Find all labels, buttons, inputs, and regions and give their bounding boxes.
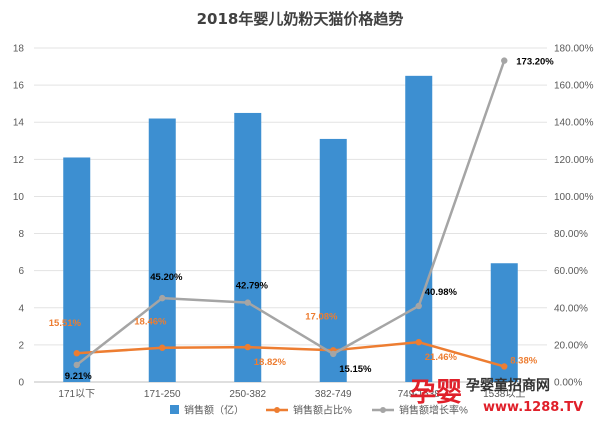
share-line [76, 340, 505, 368]
x-tick-label: 250-382 [229, 389, 266, 400]
share-data-label: 15.51% [49, 318, 82, 329]
watermark-logo: 孕婴 [410, 378, 462, 408]
right-tick-label: 140.00% [554, 118, 594, 129]
right-tick-label: 180.00% [554, 44, 594, 55]
growth-point [159, 294, 166, 302]
right-tick-label: 60.00% [554, 266, 588, 277]
bar [405, 75, 433, 382]
share-point [501, 363, 508, 370]
watermark-site-name: 孕婴童招商网 [466, 377, 550, 394]
right-tick-label: 160.00% [554, 81, 594, 92]
right-tick-label: 100.00% [554, 192, 594, 203]
left-tick-label: 16 [13, 81, 25, 92]
share-point [159, 344, 166, 351]
share-data-label: 8.38% [510, 355, 537, 366]
right-tick-label: 40.00% [554, 303, 588, 314]
watermark: 孕婴 孕婴童招商网 www.1288.TV [410, 377, 583, 415]
share-data-label: 21.46% [425, 352, 458, 363]
gridlines [34, 47, 547, 346]
growth-data-label: 42.79% [236, 281, 269, 292]
x-tick-label: 171-250 [144, 389, 181, 400]
right-tick-label: 0.00% [554, 378, 582, 389]
growth-data-label: 40.98% [425, 287, 458, 298]
growth-data-label: 45.20% [150, 272, 183, 283]
right-tick-label: 120.00% [554, 155, 594, 166]
share-data-label: 17.08% [305, 311, 338, 322]
left-tick-label: 12 [13, 155, 25, 166]
share-data-label: 18.46% [134, 317, 167, 328]
legend-label: 销售额（亿） [184, 404, 244, 417]
right-tick-label: 20.00% [554, 340, 588, 351]
legend: 销售额（亿） 销售额占比% 销售额增长率% [170, 404, 468, 417]
bar [148, 118, 176, 382]
x-tick-label: 749-1538 [398, 389, 441, 400]
share-point [415, 338, 422, 346]
legend-swatch-marker [380, 407, 386, 413]
x-tick-label: 171以下 [58, 389, 95, 400]
legend-label: 销售额占比% [293, 404, 352, 417]
bar [490, 263, 518, 382]
growth-point [415, 302, 422, 310]
left-tick-label: 10 [13, 192, 25, 203]
growth-point [501, 57, 508, 64]
growth-data-label: 9.21% [65, 371, 92, 382]
left-tick-label: 18 [13, 44, 25, 55]
left-tick-label: 4 [18, 303, 24, 314]
bar-series [63, 75, 518, 382]
left-tick-label: 14 [13, 118, 25, 129]
bar [319, 138, 347, 382]
right-tick-label: 80.00% [554, 229, 588, 240]
left-tick-label: 8 [18, 229, 24, 240]
growth-point [244, 299, 251, 306]
chart-title: 2018年婴儿奶粉天猫价格趋势 [197, 10, 404, 28]
x-axis-labels: 171以下 171-250 250-382 382-749 749-1538 1538以上 [58, 388, 525, 400]
growth-data-label: 15.15% [339, 364, 372, 375]
growth-point [330, 350, 337, 358]
bar [63, 157, 91, 382]
right-axis: 0.00% 20.00% 40.00% 60.00% 80.00% 100.00% 120.… [554, 44, 594, 389]
growth-point [73, 361, 80, 369]
legend-swatch-bar [170, 405, 179, 414]
share-point [244, 343, 251, 351]
growth-line [75, 60, 506, 366]
share-data-label: 18.82% [254, 357, 287, 368]
growth-data-label: 173.20% [516, 57, 554, 68]
left-tick-label: 6 [18, 266, 24, 277]
watermark-url: www.1288.TV [483, 400, 583, 415]
legend-swatch-marker [274, 407, 280, 413]
left-tick-label: 2 [18, 340, 24, 351]
left-axis: 0 2 4 6 8 10 12 14 16 18 [13, 44, 25, 389]
x-tick-label: 382-749 [315, 389, 352, 400]
share-point [73, 350, 80, 357]
legend-label: 销售额增长率% [399, 404, 468, 417]
left-tick-label: 0 [18, 378, 24, 389]
data-labels: 15.51% 18.46% 18.82% 17.08% 21.46% 8.38% 9.21%… [49, 57, 555, 382]
bar [234, 112, 262, 382]
line-series [73, 57, 508, 370]
x-tick-label: 1538以上 [483, 388, 525, 400]
